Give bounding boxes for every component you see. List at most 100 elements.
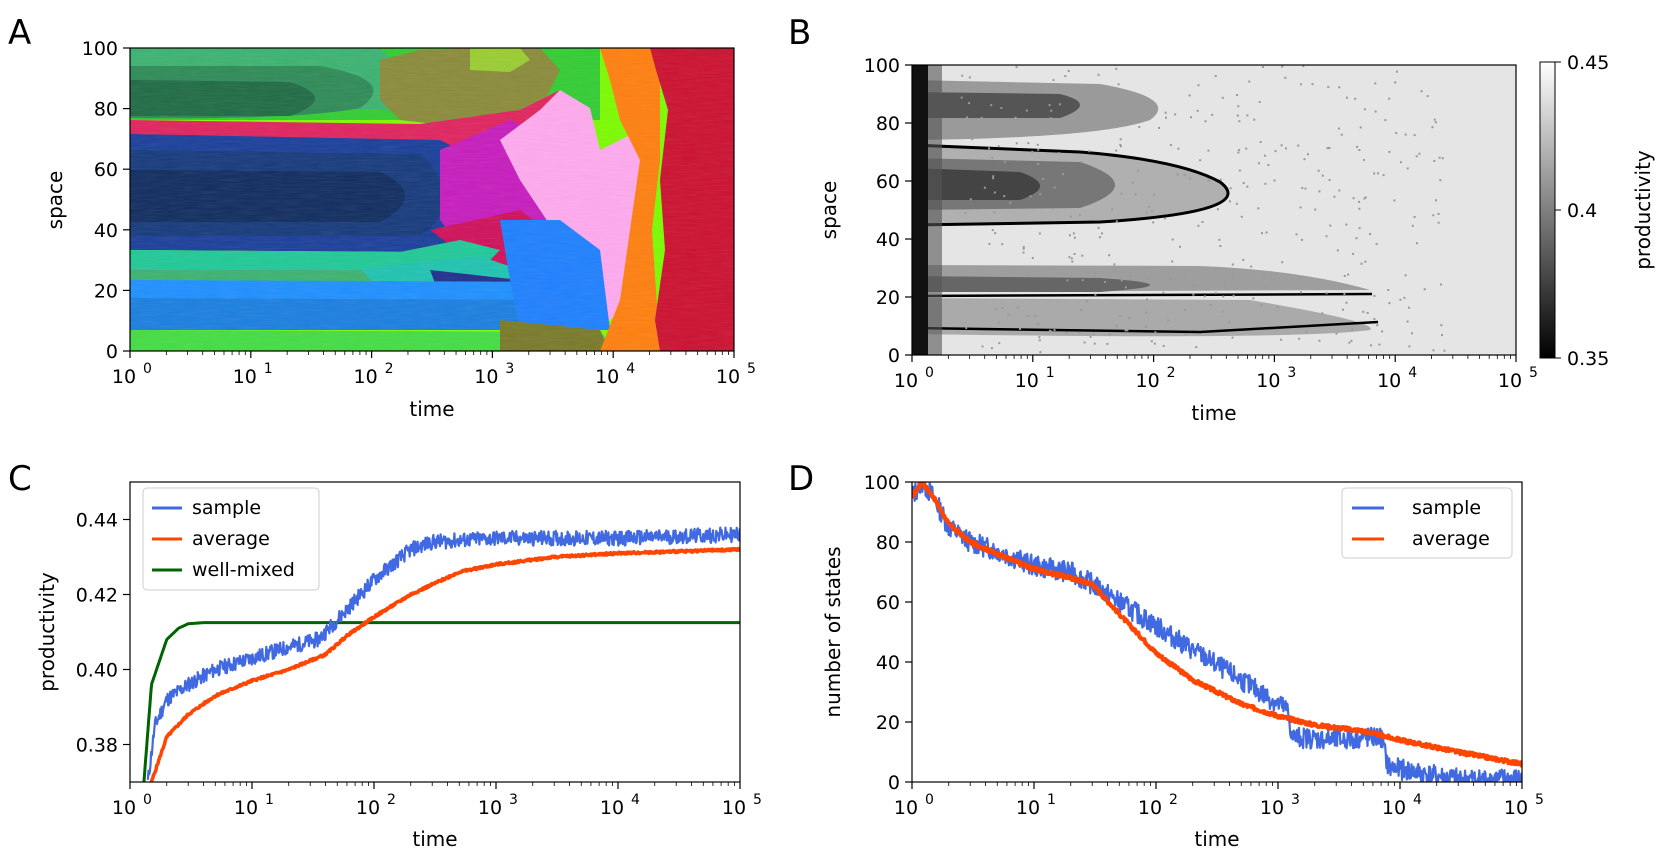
scatter-cell: [1073, 253, 1076, 255]
xtick-exponent: 3: [505, 361, 514, 377]
scatter-cell: [1048, 329, 1051, 332]
scatter-cell: [1336, 249, 1339, 252]
scatter-cell: [1081, 276, 1084, 278]
scatter-cell: [1070, 257, 1073, 260]
scatter-cell: [1351, 328, 1354, 331]
scatter-cell: [1176, 173, 1179, 176]
scatter-cell: [1257, 162, 1260, 165]
scatter-cell: [1376, 324, 1379, 327]
scatter-cell: [1274, 150, 1277, 153]
scatter-cell: [1078, 331, 1081, 334]
scatter-cell: [1384, 119, 1387, 122]
scatter-cell: [1237, 151, 1240, 154]
scatter-cell: [1062, 173, 1064, 176]
scatter-cell: [991, 229, 994, 232]
scatter-cell: [1019, 327, 1021, 330]
scatter-cell: [1126, 329, 1129, 332]
scatter-cell: [1150, 210, 1153, 213]
scatter-cell: [1408, 345, 1411, 348]
scatter-cell: [1347, 285, 1350, 288]
scatter-cell: [1209, 303, 1212, 306]
scatter-cell: [1092, 93, 1095, 96]
scatter-cell: [1169, 144, 1172, 147]
scatter-cell: [1245, 147, 1248, 150]
scatter-cell: [1273, 179, 1276, 182]
scatter-cell: [1284, 147, 1287, 150]
scatter-cell: [1093, 342, 1096, 345]
scatter-cell: [1104, 281, 1107, 284]
scatter-cell: [993, 191, 996, 194]
scatter-cell: [1340, 133, 1343, 136]
scatter-cell: [1137, 169, 1140, 172]
scatter-cell: [1238, 149, 1241, 151]
scatter-cell: [1352, 252, 1355, 255]
panel-letter-b: B: [788, 13, 811, 53]
scatter-cell: [1354, 97, 1357, 100]
scatter-cell: [1418, 152, 1421, 155]
scatter-cell: [1374, 110, 1377, 113]
scatter-cell: [1072, 232, 1075, 235]
scatter-cell: [1364, 196, 1367, 199]
scatter-cell: [1138, 126, 1141, 128]
scatter-cell: [1152, 221, 1155, 224]
scatter-cell: [1231, 274, 1234, 277]
scatter-cell: [1214, 75, 1217, 78]
scatter-cell: [1031, 257, 1034, 259]
scatter-cell: [1179, 245, 1181, 248]
xtick-label: 10: [1377, 370, 1401, 392]
scatter-cell: [1190, 116, 1192, 119]
scatter-cell: [1280, 144, 1283, 147]
scatter-cell: [1235, 286, 1238, 289]
scatter-cell: [1229, 187, 1232, 190]
xtick-exponent: 2: [387, 792, 396, 808]
scatter-cell: [1098, 236, 1101, 239]
legend-c: sample average well-mixed: [142, 487, 320, 591]
scatter-cell: [1335, 332, 1338, 335]
xtick-label: 10: [1136, 370, 1160, 392]
xtick-exponent: 0: [925, 792, 934, 808]
xtick-label: 10: [112, 797, 136, 819]
scatter-cell: [1261, 232, 1263, 235]
xtick-exponent: 3: [509, 792, 518, 808]
panel-a-ylabel: space: [43, 171, 67, 230]
scatter-cell: [1326, 147, 1329, 150]
xtick-exponent: 5: [1529, 365, 1538, 381]
scatter-cell: [1051, 207, 1054, 210]
scatter-cell: [1079, 107, 1082, 110]
scatter-cell: [1031, 150, 1034, 153]
scatter-cell: [1014, 116, 1017, 119]
scatter-cell: [1216, 208, 1219, 211]
xtick-exponent: 4: [631, 792, 640, 808]
scatter-cell: [1000, 107, 1003, 109]
panel-c-ylabel: productivity: [35, 572, 59, 692]
scatter-cell: [1153, 342, 1156, 345]
scatter-cell: [1232, 294, 1235, 297]
scatter-cell: [1088, 150, 1091, 153]
scatter-cell: [1038, 336, 1041, 339]
ytick-label: 100: [864, 55, 900, 77]
scatter-cell: [1253, 118, 1256, 121]
scatter-cell: [1431, 126, 1434, 129]
ytick-label: 0: [106, 341, 118, 363]
scatter-cell: [1303, 158, 1306, 161]
scatter-cell: [1183, 273, 1186, 276]
scatter-cell: [1388, 302, 1391, 305]
xtick-label: 10: [1015, 370, 1039, 392]
scatter-cell: [1034, 315, 1037, 318]
scatter-cell: [960, 96, 963, 99]
scatter-cell: [993, 211, 996, 214]
scatter-cell: [1400, 161, 1402, 164]
scatter-cell: [1183, 308, 1186, 311]
panel-d-frame: [911, 481, 1523, 783]
scatter-cell: [1300, 291, 1302, 294]
scatter-cell: [1369, 233, 1372, 236]
scatter-cell: [1192, 284, 1195, 287]
scatter-cell: [1327, 85, 1330, 88]
scatter-cell: [1321, 174, 1324, 177]
scatter-cell: [1124, 286, 1127, 289]
scatter-cell: [1039, 351, 1042, 354]
xtick-label: 10: [478, 797, 502, 819]
xtick-label: 10: [356, 797, 380, 819]
scatter-cell: [1281, 261, 1284, 264]
scatter-cell: [1441, 334, 1443, 337]
